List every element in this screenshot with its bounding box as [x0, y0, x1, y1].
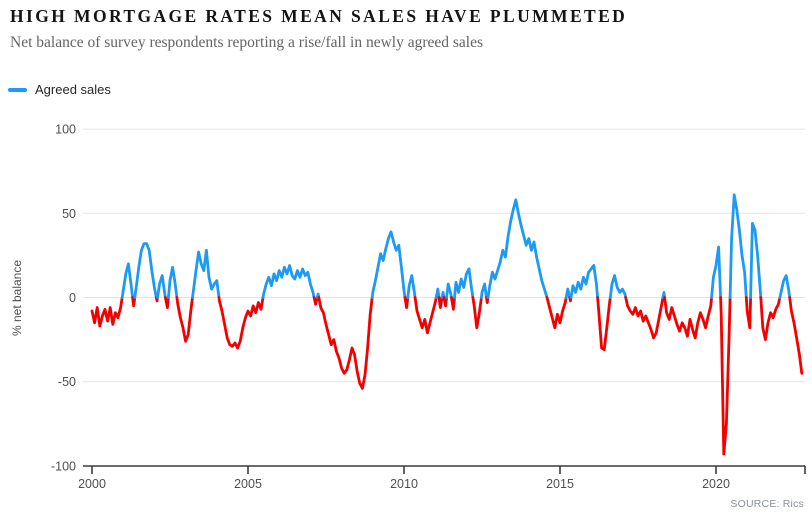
agreed-sales-line-negative	[442, 296, 448, 308]
agreed-sales-line-negative	[317, 296, 374, 390]
agreed-sales-line-positive	[480, 282, 488, 299]
agreed-sales-line-positive	[133, 242, 158, 299]
agreed-sales-legend-label: Agreed sales	[35, 82, 111, 97]
y-tick-label: 50	[62, 207, 76, 221]
x-tick-label: 2005	[234, 477, 262, 491]
agreed-sales-line-negative	[403, 296, 410, 309]
y-tick-label: 100	[55, 123, 76, 137]
agreed-sales-line-positive	[120, 262, 134, 299]
agreed-sales-line-positive	[167, 265, 179, 299]
y-tick-label: 0	[69, 291, 76, 305]
agreed-sales-line-positive	[191, 248, 221, 299]
agreed-sales-line-positive	[440, 291, 446, 299]
agreed-sales-line-positive	[710, 245, 722, 299]
agreed-sales-line-negative	[596, 296, 612, 352]
agreed-sales-line-negative	[545, 296, 568, 330]
agreed-sales-line-positive	[728, 193, 748, 299]
agreed-sales-line-negative	[175, 296, 194, 343]
agreed-sales-line-negative	[450, 296, 456, 311]
agreed-sales-line-positive	[778, 274, 792, 299]
agreed-sales-line-negative	[759, 296, 782, 341]
agreed-sales-line-positive	[453, 267, 475, 299]
agreed-sales-line-negative	[471, 296, 483, 330]
agreed-sales-line-positive	[564, 287, 572, 299]
agreed-sales-line-positive	[406, 274, 417, 299]
y-axis-title: % net balance	[10, 260, 24, 336]
agreed-sales-line-positive	[156, 274, 167, 299]
agreed-sales-line-positive	[370, 230, 407, 299]
x-tick-label: 2015	[546, 477, 574, 491]
agreed-sales-line-positive	[608, 274, 628, 299]
agreed-sales-line-positive	[749, 222, 763, 299]
agreed-sales-line-positive	[434, 287, 441, 299]
agreed-sales-line-positive	[569, 264, 599, 299]
agreed-sales-line-negative	[744, 296, 752, 330]
agreed-sales-line-negative	[217, 296, 265, 350]
agreed-sales-line-negative	[164, 296, 170, 309]
agreed-sales-line-positive	[261, 264, 316, 299]
y-tick-label: -50	[58, 375, 76, 389]
agreed-sales-line-positive	[445, 282, 453, 299]
agreed-sales-line-negative	[624, 296, 665, 340]
agreed-sales-line-negative	[663, 296, 713, 340]
agreed-sales-legend-swatch-icon	[8, 87, 27, 92]
agreed-sales-line-negative	[413, 296, 438, 335]
agreed-sales-line-positive	[661, 291, 666, 299]
agreed-sales-line-negative	[719, 296, 732, 456]
agreed-sales-line-negative	[437, 296, 444, 309]
x-tick-label: 2020	[702, 477, 730, 491]
agreed-sales-line-negative	[788, 296, 804, 375]
page-title: HIGH MORTGAGE RATES MEAN SALES HAVE PLUM…	[10, 6, 628, 26]
x-tick-label: 2000	[78, 477, 106, 491]
agreed-sales-line-positive	[486, 198, 549, 299]
y-tick-label: -100	[51, 459, 76, 473]
source-credit: SOURCE: Rics	[730, 498, 804, 510]
agreed-sales-line-negative	[312, 296, 319, 306]
x-tick-label: 2010	[390, 477, 418, 491]
agreed-sales-line-negative	[485, 296, 490, 304]
chart-subtitle: Net balance of survey respondents report…	[10, 34, 484, 51]
agreed-sales-line-negative	[90, 296, 124, 328]
legend: Agreed sales	[8, 82, 111, 97]
agreed-sales-line-negative	[131, 296, 137, 308]
